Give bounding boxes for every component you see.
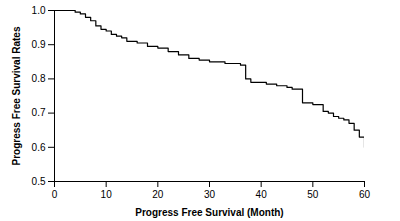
svg-text:Progress Free Survival Rates: Progress Free Survival Rates	[11, 26, 22, 165]
svg-text:1.0: 1.0	[32, 5, 46, 16]
svg-text:0.7: 0.7	[32, 107, 46, 118]
svg-text:30: 30	[204, 189, 216, 200]
svg-text:0.9: 0.9	[32, 39, 46, 50]
svg-text:Progress Free Survival (Month): Progress Free Survival (Month)	[135, 207, 283, 218]
svg-text:20: 20	[152, 189, 164, 200]
svg-text:40: 40	[256, 189, 268, 200]
svg-text:50: 50	[307, 189, 319, 200]
svg-text:0.8: 0.8	[32, 73, 46, 84]
svg-text:0.5: 0.5	[32, 176, 46, 187]
svg-text:0.6: 0.6	[32, 142, 46, 153]
svg-text:10: 10	[101, 189, 113, 200]
svg-text:0: 0	[52, 189, 58, 200]
svg-text:60: 60	[359, 189, 371, 200]
